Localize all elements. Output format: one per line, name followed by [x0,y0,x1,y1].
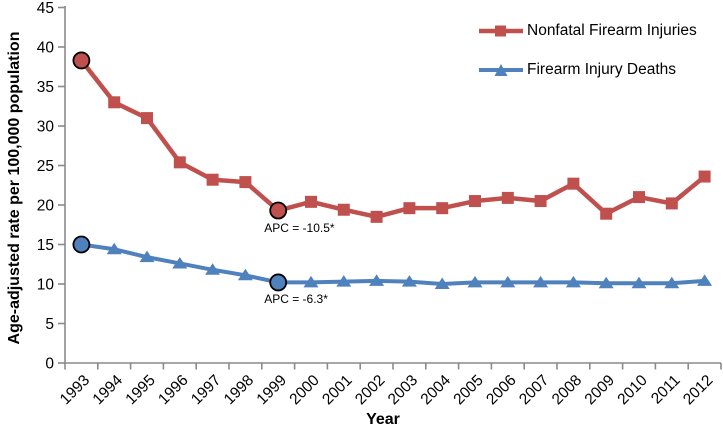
x-tick-label: 2011 [648,372,684,408]
x-tick-label: 2000 [286,372,323,409]
y-tick-label: 25 [37,158,54,175]
data-point-marker [336,275,352,287]
data-point-marker [469,195,481,208]
x-tick-label: 1994 [90,372,127,409]
data-point-marker [467,275,483,288]
data-point-marker [631,276,647,289]
x-tick-label: 2004 [418,372,455,409]
x-tick-label: 2005 [450,372,486,408]
highlighted-point [72,235,91,254]
y-tick-label: 10 [37,277,55,294]
data-point-marker [239,176,252,189]
data-point-marker [206,173,219,186]
legend-entry-firearm-injury-deaths: Firearm Injury Deaths [478,59,697,81]
y-tick-label: 5 [45,316,54,333]
x-tick-label: 2002 [352,372,388,408]
x-tick-label: 2003 [385,372,421,408]
legend-label-nonfatal-firearm-injuries: Nonfatal Firearm Injuries [527,22,697,39]
data-point-marker [697,274,713,286]
highlighted-point [72,51,91,70]
data-point-marker [698,170,711,183]
legend-triangle-marker-icon [479,64,523,76]
legend-square-sample [495,25,506,37]
data-point-marker [434,277,450,289]
x-tick-label: 1997 [188,372,224,408]
data-point-marker [106,242,122,255]
x-tick-label: 1999 [254,372,290,408]
highlighted-point [269,273,288,292]
highlighted-point [269,201,288,220]
y-tick-label: 30 [37,119,55,136]
data-point-marker [108,96,121,109]
data-point-marker [633,191,645,204]
x-tick-label: 2006 [483,372,519,408]
data-point-marker [534,195,547,208]
data-point-marker [533,275,549,288]
x-tick-label: 2007 [516,372,552,408]
series-line-1 [81,242,705,287]
data-point-marker [664,276,680,289]
y-tick-label: 45 [37,0,54,17]
x-tick-label: 2012 [680,372,716,408]
data-point-marker [501,191,514,204]
data-point-marker [369,274,385,286]
data-point-marker [337,203,350,216]
legend-entry-nonfatal-firearm-injuries: Nonfatal Firearm Injuries [478,20,697,42]
data-point-marker [172,256,188,269]
apc-annotation-nonfatal: APC = -10.5* [264,220,335,235]
data-point-marker [403,202,416,215]
y-tick-label: 15 [37,237,54,254]
x-axis-title: Year [366,411,400,428]
data-point-marker [141,112,153,125]
data-point-marker [370,210,383,223]
y-tick-label: 40 [37,40,55,57]
x-tick-label: 1998 [221,372,257,408]
data-point-marker [173,156,186,169]
data-point-marker [500,275,516,288]
x-tick-label: 1996 [155,372,191,408]
data-point-marker [205,263,221,275]
legend-square-marker-icon [479,25,523,37]
y-axis-title: Age-adjusted rate per 100,000 population [6,31,23,345]
data-point-marker [665,197,678,210]
data-point-marker [401,275,417,287]
legend-label-firearm-injury-deaths: Firearm Injury Deaths [527,61,677,78]
data-point-marker [567,177,580,190]
x-tick-label: 2009 [582,372,618,408]
data-point-marker [598,276,614,289]
data-point-marker [436,202,449,215]
data-point-marker [237,268,253,281]
data-point-marker [600,207,613,220]
data-point-marker [303,275,319,288]
x-tick-label: 1995 [122,372,158,408]
y-tick-label: 20 [37,198,55,215]
x-tick-label: 2008 [549,372,585,408]
x-tick-label: 1993 [57,372,93,408]
data-point-marker [565,275,581,288]
apc-annotation-deaths: APC = -6.3* [264,292,328,307]
series-line-0 [79,59,707,220]
x-tick-label: 2001 [319,372,355,408]
data-point-marker [139,250,155,263]
y-tick-label: 35 [37,79,54,96]
legend: Nonfatal Firearm Injuries Firearm Injury… [478,20,697,81]
y-tick-label: 0 [45,356,54,373]
x-tick-label: 2010 [614,372,651,409]
legend-triangle-sample [494,64,508,76]
data-point-marker [305,195,317,208]
